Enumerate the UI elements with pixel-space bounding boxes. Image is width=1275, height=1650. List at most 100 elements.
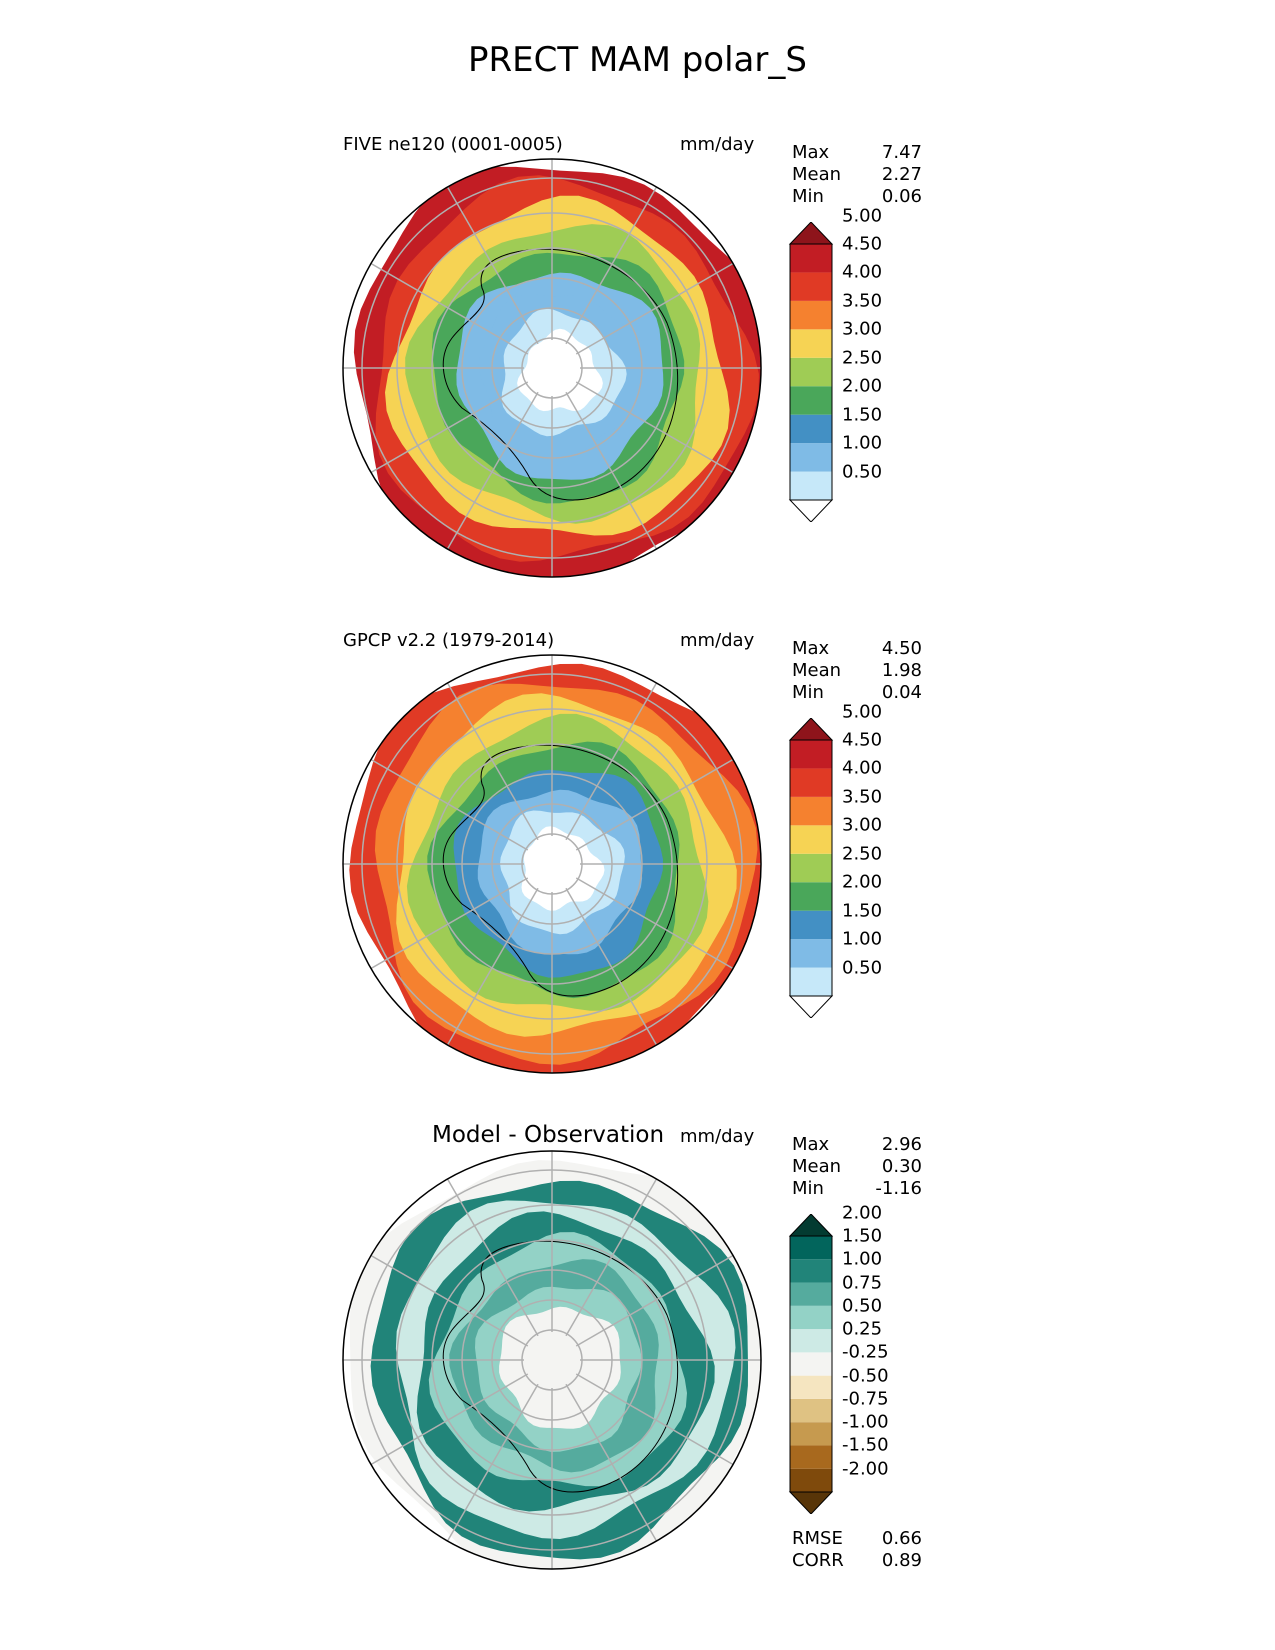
colorbar-tick-label: 3.50 [842,786,883,808]
colorbar-extend-low [788,1491,834,1514]
meridian [565,887,658,1047]
max-value: 4.50 [881,638,922,659]
colorbar-tick-label: 2.00 [842,1202,883,1224]
colorbar-tick-label: 0.50 [842,957,883,979]
colorbar-tick-label: -1.00 [842,1411,889,1433]
colorbar-tick-label: 4.00 [842,757,883,779]
colorbar-frame [789,1235,833,1493]
meridian [575,877,735,970]
colorbar-segment [790,1352,832,1376]
panel-model: FIVE ne120 (0001-0005) mm/day Max 7.47 Me… [0,130,1275,610]
colorbar-tick-label: 4.50 [842,729,883,751]
meridian [575,262,735,355]
meridian [369,381,529,474]
max-label: Max [792,638,830,659]
units-label: mm/day [680,630,755,651]
colorbar-tick-label: -0.75 [842,1388,889,1410]
units-label: mm/day [680,1126,755,1147]
polar-map [342,654,762,1074]
metrics-box: RMSE 0.66 CORR 0.89 [792,1528,922,1572]
mean-label: Mean [792,164,842,185]
colorbar-segment [790,825,832,854]
min-value: 0.04 [881,682,922,703]
corr-label: CORR [792,1550,844,1571]
meridian [369,758,529,851]
colorbar [788,222,834,522]
mean-label: Mean [792,660,842,681]
max-label: Max [792,1134,830,1155]
min-value: 0.06 [881,186,922,207]
max-value: 7.47 [881,142,922,163]
meridian [369,262,529,355]
min-value: -1.16 [875,1178,922,1199]
meridian [565,1177,658,1337]
colorbar-segment [790,1468,832,1492]
meridian [446,1177,539,1337]
meridian [575,381,735,474]
meridian [446,887,539,1047]
colorbar-tick-label: 2.50 [842,843,883,865]
stats-box: Max 7.47 Mean 2.27 Min 0.06 [792,142,922,208]
colorbar-segment [790,1445,832,1469]
colorbar-segment [790,471,832,500]
polar-map [342,1150,762,1570]
colorbar-segment [790,1422,832,1446]
colorbar-segment [790,853,832,883]
corr-value: 0.89 [881,1550,922,1571]
panel-observation: GPCP v2.2 (1979-2014) mm/day Max 4.50 Mea… [0,626,1275,1106]
colorbar-tick-label: 2.00 [842,375,883,397]
stats-box: Max 2.96 Mean 0.30 Min -1.16 [792,1134,922,1200]
field-band [517,328,603,412]
colorbar-segment [790,300,832,330]
panel-title: Model - Observation [432,1122,665,1148]
colorbar-segment [790,443,832,472]
meridian [565,185,658,345]
colorbar-segment [790,244,832,273]
colorbar-tick-label: 3.50 [842,290,883,312]
colorbar-tick-label: 4.00 [842,261,883,283]
meridian [446,391,539,551]
colorbar-tick-label: 1.50 [842,1225,883,1247]
meridian [446,1383,539,1543]
colorbar-tick-label: 3.00 [842,318,883,340]
colorbar-tick-label: 0.75 [842,1272,883,1294]
polar-map [342,158,762,578]
colorbar-tick-label: 1.00 [842,928,883,950]
colorbar-segment [790,1259,832,1283]
colorbar-tick-label: 0.25 [842,1318,883,1340]
map-frame [342,158,762,578]
colorbar-tick-label: -0.50 [842,1365,889,1387]
colorbar-segment [790,882,832,911]
colorbar-frame [789,243,833,501]
colorbar-segment [790,414,832,444]
colorbar-segment [790,386,832,415]
colorbar-segment [790,910,832,940]
colorbar-tick-label: 2.50 [842,347,883,369]
coastline [442,744,679,997]
stats-box: Max 4.50 Mean 1.98 Min 0.04 [792,638,922,704]
colorbar-tick-label: 1.00 [842,1248,883,1270]
colorbar-extend-high [788,222,834,245]
colorbar-extend-low [788,499,834,522]
meridian [369,877,529,970]
colorbar-segment [790,939,832,968]
max-label: Max [792,142,830,163]
colorbar-tick-label: 4.50 [842,233,883,255]
meridian [565,681,658,841]
field-band [521,826,605,911]
colorbar-segment [790,1236,832,1260]
map-frame [342,1150,762,1570]
colorbar [788,718,834,1018]
figure-title: PRECT MAM polar_S [468,40,807,80]
meridian [575,1254,735,1347]
colorbar-segment [790,796,832,826]
colorbar-frame [789,739,833,997]
colorbar-extend-high [788,718,834,741]
meridian [575,1373,735,1466]
colorbar-segment [790,329,832,358]
colorbar [788,1214,834,1514]
mean-value: 2.27 [881,164,922,185]
meridian [565,391,658,551]
colorbar-tick-label: 0.50 [842,1295,883,1317]
colorbar-tick-label: -0.25 [842,1341,889,1363]
